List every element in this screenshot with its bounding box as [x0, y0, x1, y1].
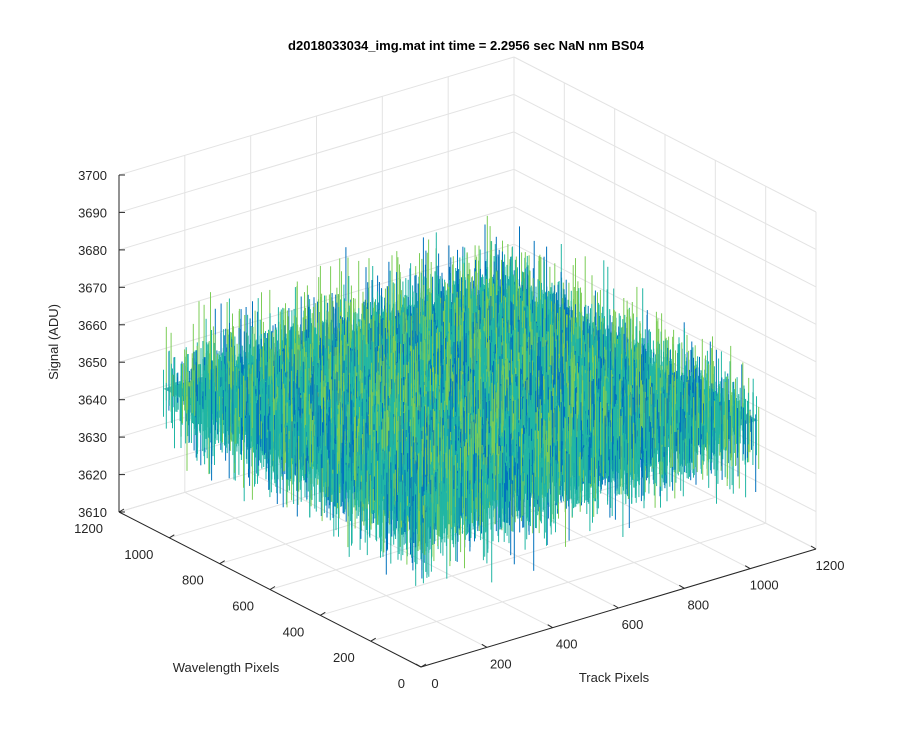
back-wall-grid-z [118, 131, 515, 251]
side-wall-grid-z [513, 206, 817, 363]
back-wall-grid-z [118, 206, 515, 326]
back-wall-grid-z [118, 168, 515, 288]
surface-mesh [163, 215, 760, 586]
side-wall-grid-z [513, 243, 817, 400]
side-wall-grid-z [513, 93, 817, 250]
back-wall-grid-z [118, 93, 515, 213]
side-wall-grid-z [513, 168, 817, 325]
floor-grid-y [320, 496, 716, 616]
back-wall-grid-z [118, 243, 515, 363]
side-wall-grid-z [513, 131, 817, 288]
back-wall-grid-z [118, 56, 515, 176]
floor-grid-y [370, 522, 766, 642]
side-wall-grid-z [513, 56, 817, 213]
